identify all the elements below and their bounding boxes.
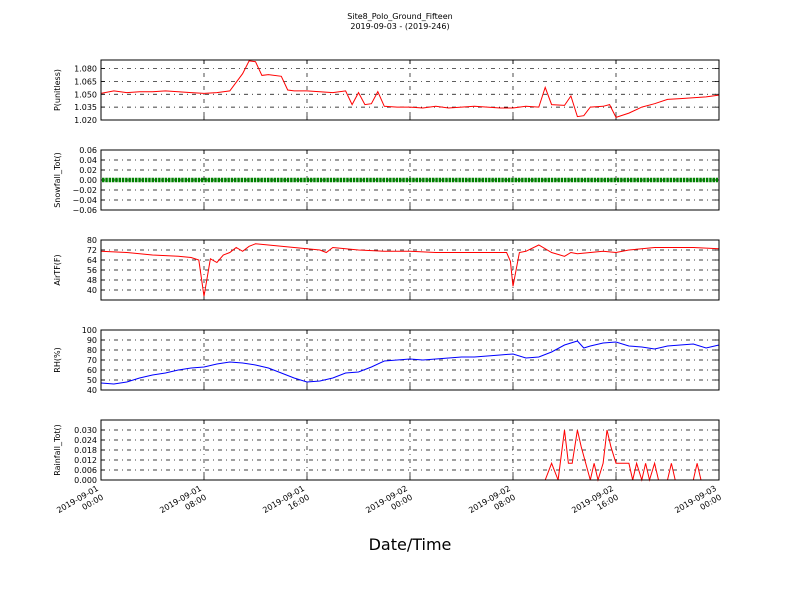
y-tick-label: 72 [87, 246, 97, 255]
plot-frame [100, 419, 720, 481]
y-axis-label: Snowfall_Tot() [53, 152, 62, 208]
y-tick-label: 48 [87, 276, 97, 285]
y-tick-label: 1.020 [74, 116, 97, 125]
subtitle-line: 2019-09-03 - (2019-246) [350, 22, 450, 31]
y-tick-label: 0.00 [79, 176, 97, 185]
y-tick-label: 64 [87, 256, 97, 265]
y-tick-label: −0.04 [72, 196, 97, 205]
y-tick-label: 60 [87, 366, 97, 375]
series-line [100, 60, 720, 119]
y-tick-label: 0.030 [74, 426, 97, 435]
y-tick-label: 80 [87, 236, 97, 245]
y-tick-label: 70 [87, 356, 97, 365]
series-line [101, 429, 719, 482]
y-tick-label: 80 [87, 346, 97, 355]
title-line: Site8_Polo_Ground_Fifteen [347, 12, 453, 21]
y-tick-label: −0.06 [72, 206, 97, 215]
y-axis-label: RH(%) [53, 347, 62, 372]
plot-frame [100, 239, 720, 301]
panel-2: −0.06−0.04−0.020.000.020.040.06 Snowfall_… [53, 146, 720, 215]
y-tick-label: 50 [87, 376, 97, 385]
y-tick-label: 0.06 [79, 146, 97, 155]
y-tick-label: 90 [87, 336, 97, 345]
series-line [100, 243, 720, 297]
y-tick-label: 100 [82, 326, 97, 335]
y-tick-label: −0.02 [72, 186, 97, 195]
y-tick-label: 0.024 [74, 436, 97, 445]
x-axis-label: Date/Time [368, 535, 452, 554]
figure-title: Site8_Polo_Ground_Fifteen 2019-09-03 - (… [250, 12, 550, 32]
y-tick-label: 1.080 [74, 65, 97, 74]
plot-frame [100, 149, 720, 211]
y-tick-label: 0.012 [74, 456, 97, 465]
y-tick-label: 0.04 [79, 156, 97, 165]
series-line [100, 340, 720, 385]
y-axis-label: P(unitless) [53, 69, 62, 111]
plot-frame [100, 329, 720, 391]
y-tick-label: 0.02 [79, 166, 97, 175]
y-tick-label: 1.035 [74, 103, 97, 112]
y-tick-label: 56 [87, 266, 97, 275]
y-tick-label: 1.050 [74, 90, 97, 99]
y-tick-label: 40 [87, 386, 97, 395]
y-tick-label: 1.065 [74, 77, 97, 86]
y-axis-label: AirTF(F) [53, 254, 62, 285]
plot-frame [100, 59, 720, 121]
y-tick-label: 0.018 [74, 446, 97, 455]
y-tick-label: 0.006 [74, 466, 97, 475]
y-tick-label: 40 [87, 286, 97, 295]
panel-1: 1.020 1.035 1.050 1.065 1.080 P(unitless) [53, 59, 720, 125]
y-tick-label: 0.000 [74, 476, 97, 485]
y-axis-label: Rainfall_Tot() [53, 424, 62, 476]
